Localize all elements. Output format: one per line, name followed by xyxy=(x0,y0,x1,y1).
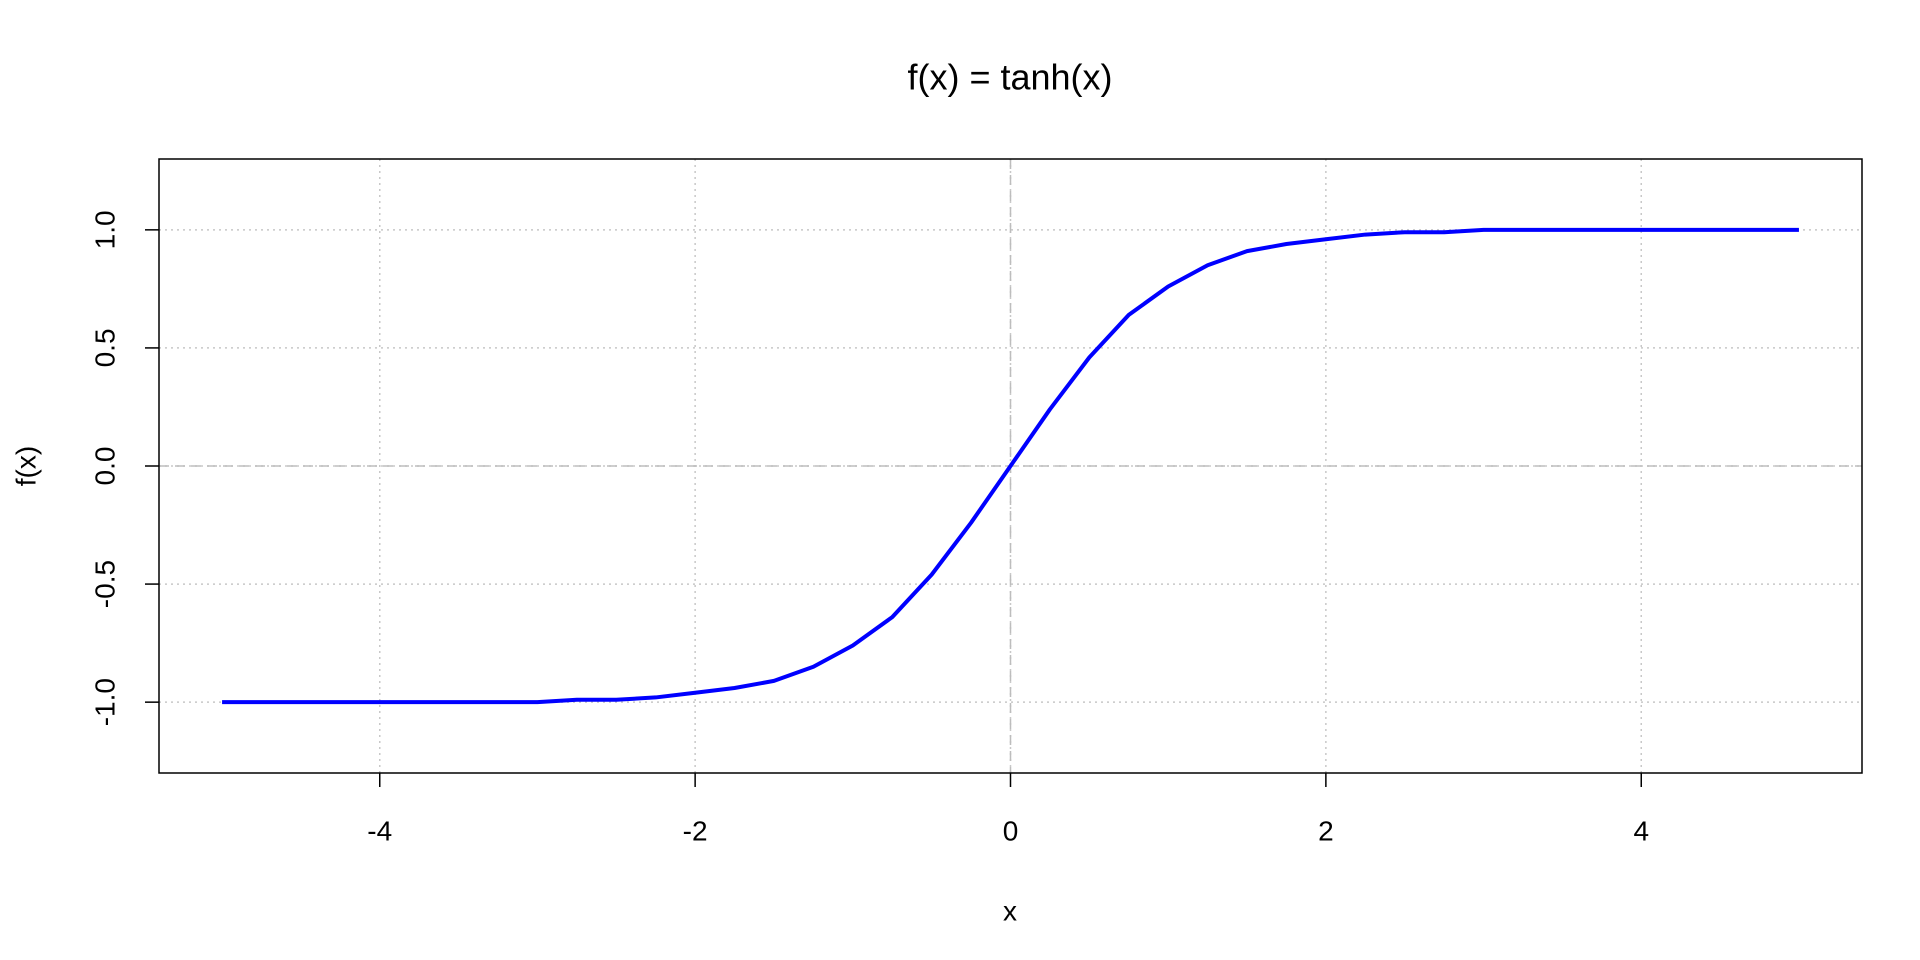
x-tick-label: -2 xyxy=(683,815,708,846)
plot-frame xyxy=(158,158,1863,774)
y-tick-label: 0.0 xyxy=(89,447,120,486)
data-line xyxy=(222,227,1799,705)
y-tick-label: 1.0 xyxy=(89,210,120,249)
y-axis-label: f(x) xyxy=(10,446,41,486)
y-tick-label: -1.0 xyxy=(89,678,120,726)
x-tick-label: 0 xyxy=(1003,815,1019,846)
x-axis-label: x xyxy=(1003,895,1017,926)
y-tick-label: -0.5 xyxy=(89,560,120,608)
chart-title: f(x) = tanh(x) xyxy=(907,57,1112,98)
y-tick-label: 0.5 xyxy=(89,328,120,367)
x-tick-label: 4 xyxy=(1633,815,1649,846)
x-tick-label: -4 xyxy=(367,815,392,846)
x-tick-label: 2 xyxy=(1318,815,1334,846)
